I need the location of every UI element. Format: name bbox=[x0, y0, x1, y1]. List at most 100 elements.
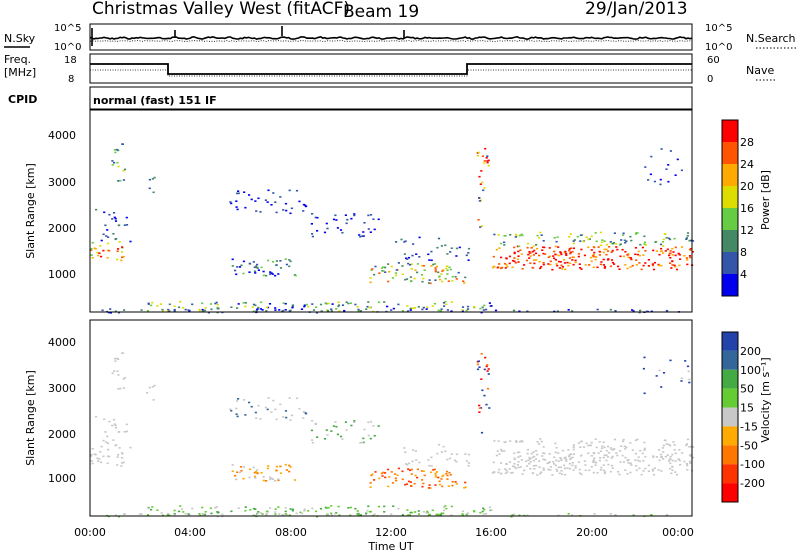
noise-left-tick-bottom: 10^0 bbox=[54, 42, 81, 53]
power-range-cell bbox=[122, 169, 125, 172]
power-range-cell bbox=[410, 263, 413, 265]
velocity-range-cell bbox=[513, 457, 516, 460]
velocity-range-cell bbox=[191, 507, 194, 510]
power-range-cell bbox=[598, 254, 601, 256]
power-range-cell bbox=[96, 251, 99, 254]
power-range-cell bbox=[580, 234, 583, 236]
velocity-range-cell bbox=[565, 460, 568, 462]
power-range-cell bbox=[657, 263, 660, 266]
power-range-cell bbox=[252, 310, 255, 313]
velocity-range-cell bbox=[295, 512, 298, 515]
power-range-cell bbox=[117, 180, 120, 182]
velocity-range-cell bbox=[255, 417, 258, 419]
velocity-range-cell bbox=[378, 477, 381, 480]
power-range-cell bbox=[506, 265, 509, 268]
velocity-range-cell bbox=[568, 454, 571, 456]
power-range-cell bbox=[229, 201, 232, 203]
power-range-cell bbox=[482, 309, 485, 311]
velocity-range-cell bbox=[568, 467, 572, 470]
power-range-cell bbox=[619, 255, 622, 258]
power-range-cell bbox=[540, 234, 543, 236]
power-range-cell bbox=[384, 266, 387, 269]
velocity-range-cell bbox=[167, 513, 170, 515]
velocity-range-cell bbox=[686, 464, 689, 467]
power-range-cell bbox=[414, 307, 417, 309]
power-range-cell bbox=[659, 178, 662, 181]
power-range-cell bbox=[259, 308, 262, 310]
power-range-cell bbox=[602, 258, 605, 261]
power-range-cell bbox=[542, 252, 545, 255]
velocity-range-cell bbox=[536, 453, 539, 456]
velocity-range-cell bbox=[521, 473, 524, 475]
velocity-range-cell bbox=[384, 476, 387, 479]
velocity-range-cell bbox=[689, 462, 692, 464]
power-range-cell bbox=[437, 237, 441, 240]
power-range-cell bbox=[209, 303, 212, 305]
velocity-range-cell bbox=[574, 467, 577, 469]
power-range-cell bbox=[508, 262, 511, 265]
power-range-cell bbox=[204, 306, 207, 309]
velocity-range-cell bbox=[674, 460, 677, 462]
velocity-range-cell bbox=[394, 477, 397, 480]
velocity-range-cell bbox=[442, 512, 445, 515]
power-range-cell bbox=[635, 232, 638, 234]
power-range-cell bbox=[552, 255, 555, 257]
velocity-range-cell bbox=[289, 508, 292, 510]
velocity-range-cell bbox=[592, 459, 595, 462]
velocity-range-cell bbox=[408, 514, 411, 516]
velocity-range-cell bbox=[501, 450, 504, 452]
velocity-range-cell bbox=[511, 514, 514, 516]
velocity-range-cell bbox=[353, 420, 356, 422]
power-range-cell bbox=[428, 259, 431, 261]
velocity-range-cell bbox=[577, 442, 580, 444]
power-range-cell bbox=[267, 189, 270, 192]
power-range-cell bbox=[243, 191, 246, 193]
power-range-cell bbox=[103, 211, 106, 214]
velocity-range-cell bbox=[262, 476, 265, 478]
power-range-cell bbox=[587, 246, 590, 249]
velocity-range-cell bbox=[626, 473, 629, 475]
velocity-range-cell bbox=[593, 452, 596, 455]
power-range-cell bbox=[216, 306, 219, 309]
velocity-range-cell bbox=[557, 452, 560, 454]
power-range-cell bbox=[498, 263, 501, 265]
velocity-range-cell bbox=[421, 485, 424, 488]
velocity-range-cell bbox=[526, 452, 529, 455]
velocity-range-cell bbox=[555, 447, 558, 449]
velocity-colorbar-segment bbox=[722, 407, 738, 427]
power-range-cell bbox=[669, 238, 672, 241]
power-range-cell bbox=[362, 235, 365, 237]
velocity-range-cell bbox=[561, 473, 564, 475]
power-range-cell bbox=[252, 303, 256, 306]
velocity-range-cell bbox=[353, 421, 356, 424]
velocity-range-cell bbox=[405, 483, 409, 485]
velocity-range-cell bbox=[437, 513, 440, 516]
velocity-range-cell bbox=[571, 514, 574, 516]
power-range-cell bbox=[101, 309, 104, 312]
velocity-colorbar-label: Velocity [m s⁻¹] bbox=[759, 357, 772, 442]
velocity-range-cell bbox=[106, 455, 110, 458]
power-range-cell bbox=[106, 256, 109, 259]
power-range-cell bbox=[341, 231, 344, 234]
velocity-range-cell bbox=[675, 473, 679, 476]
power-range-cell bbox=[635, 259, 638, 261]
power-range-cell bbox=[479, 307, 482, 310]
velocity-range-cell bbox=[529, 458, 532, 460]
velocity-range-cell bbox=[673, 444, 676, 446]
velocity-range-cell bbox=[579, 446, 582, 448]
power-range-cell bbox=[618, 268, 621, 270]
power-range-cell bbox=[166, 310, 169, 312]
power-range-cell bbox=[592, 255, 595, 258]
power-range-cell bbox=[373, 228, 376, 231]
power-range-cell bbox=[394, 272, 397, 274]
power-range-cell bbox=[564, 268, 567, 271]
power-range-cell bbox=[270, 272, 273, 274]
velocity-range-cell bbox=[464, 486, 467, 489]
velocity-range-cell bbox=[271, 478, 274, 480]
power-range-cell bbox=[514, 236, 517, 238]
power-range-cell bbox=[269, 271, 272, 273]
velocity-range-cell bbox=[256, 469, 259, 471]
velocity-range-cell bbox=[121, 352, 124, 354]
power-colorbar-tick: 16 bbox=[740, 202, 754, 215]
power-range-cell bbox=[532, 259, 536, 261]
